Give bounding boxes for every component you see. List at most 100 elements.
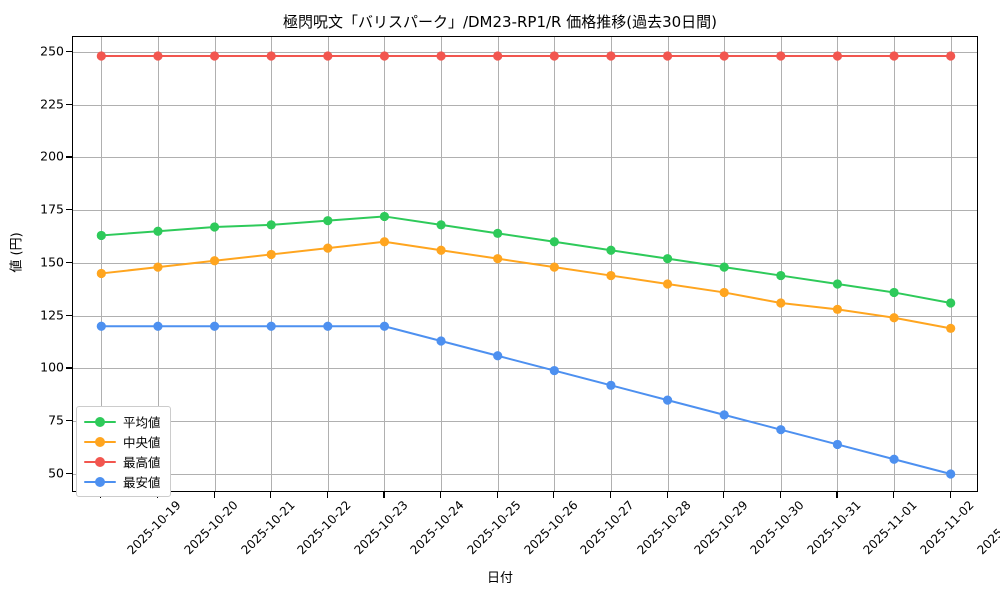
data-point-marker [209, 321, 220, 331]
x-axis-tick-label: 2025-10-22 [294, 498, 354, 558]
gridline-horizontal [73, 368, 977, 370]
y-axis-tick-marks [0, 36, 72, 492]
x-axis-tick-mark [496, 492, 498, 498]
data-point-marker [832, 51, 843, 61]
data-point-marker [153, 51, 163, 61]
y-axis-tick-mark [66, 50, 72, 52]
data-point-marker [436, 220, 446, 230]
data-point-marker [776, 270, 786, 281]
data-point-marker [946, 323, 956, 333]
gridline-vertical [894, 37, 896, 491]
gridline-horizontal [73, 104, 977, 106]
x-axis-tick-label: 2025-10-24 [407, 498, 468, 558]
x-axis-tick-mark [893, 492, 895, 498]
data-point-marker [719, 410, 729, 420]
legend-item-中央値: 中央値 [84, 432, 161, 451]
y-axis-tick-mark [66, 314, 72, 316]
legend-color-swatch [84, 476, 116, 488]
gridline-vertical [271, 37, 273, 491]
x-axis-tick-label: 2025-11-02 [917, 498, 977, 558]
x-axis-tick-mark [949, 492, 951, 498]
series-lines-layer [96, 51, 956, 479]
data-point-marker [549, 262, 559, 272]
gridline-vertical [667, 37, 669, 491]
x-axis-tick-label: 2025-10-28 [634, 498, 694, 558]
data-point-marker [719, 51, 729, 61]
gridline-vertical [384, 37, 386, 491]
data-point-marker [266, 51, 276, 61]
data-point-marker [323, 243, 333, 253]
data-point-marker [493, 228, 503, 238]
data-point-marker [379, 211, 390, 222]
gridline-vertical [950, 37, 952, 491]
gridline-horizontal [73, 157, 977, 159]
data-point-marker [776, 298, 786, 308]
x-axis-tick-mark [609, 492, 612, 498]
data-point-marker [323, 51, 333, 61]
data-point-marker [549, 365, 559, 376]
series-最安値 [96, 321, 956, 479]
gridline-horizontal [73, 51, 977, 53]
y-axis-tick-label: 125 [40, 307, 64, 323]
legend-item-平均値: 平均値 [84, 412, 161, 431]
series-最高値 [96, 51, 956, 61]
x-axis-tick-mark [666, 492, 668, 498]
y-axis-tick-mark [66, 261, 72, 264]
data-point-marker [96, 51, 106, 61]
data-point-marker [96, 268, 106, 279]
legend-item-label: 平均値 [123, 415, 161, 430]
legend-item-label: 最高値 [123, 455, 161, 470]
data-point-marker [606, 51, 616, 61]
x-axis-tick-label: 2025-10-21 [237, 498, 298, 558]
data-point-marker [662, 51, 673, 61]
legend-item-label: 最安値 [123, 475, 161, 490]
data-point-marker [379, 237, 390, 247]
x-axis-tick-label: 2025-11-03 [974, 498, 1000, 558]
data-point-marker [209, 222, 220, 232]
legend-item-最高値: 最高値 [84, 452, 161, 471]
y-axis-tick-label: 100 [40, 359, 64, 375]
data-point-marker [209, 256, 220, 266]
gridline-horizontal [73, 210, 977, 212]
data-point-marker [719, 287, 729, 298]
x-axis-tick-label: 2025-10-23 [351, 498, 411, 558]
y-axis-tick-mark [66, 367, 72, 369]
y-axis-tick-mark [66, 103, 72, 105]
data-point-marker [493, 351, 503, 361]
data-point-marker [266, 249, 276, 260]
data-point-marker [606, 270, 616, 281]
y-axis-tick-label: 200 [40, 148, 64, 164]
chart-title: 極閃呪文「バリスパーク」/DM23-RP1/R 価格推移(過去30日間) [282, 13, 718, 31]
gridline-vertical [441, 37, 443, 491]
y-axis-tick-label: 225 [40, 96, 64, 112]
legend-color-swatch [84, 416, 116, 428]
data-point-marker [96, 230, 106, 241]
data-point-marker [323, 216, 333, 226]
data-point-marker [662, 279, 673, 289]
data-point-marker [946, 51, 956, 61]
x-axis-tick-mark [779, 492, 781, 498]
data-point-marker [662, 395, 673, 405]
x-axis-tick-label: 2025-11-01 [860, 498, 921, 558]
gridline-horizontal [73, 421, 977, 423]
x-axis-tick-labels: 2025-10-19 2025-10-20 2025-10-21 2025-10-22… [72, 498, 1000, 568]
x-axis-tick-mark [326, 492, 328, 498]
x-axis-tick-mark [383, 492, 385, 498]
x-axis-tick-mark [553, 492, 555, 498]
legend-item-最安値: 最安値 [84, 472, 161, 491]
data-point-marker [153, 262, 163, 272]
data-point-marker [323, 321, 333, 331]
series-line [100, 325, 952, 475]
legend-item-label: 中央値 [123, 435, 161, 450]
legend-color-swatch [84, 456, 116, 468]
legend-color-swatch [84, 436, 116, 448]
data-point-marker [719, 262, 729, 272]
series-line [100, 215, 952, 304]
x-axis-tick-mark [723, 492, 725, 498]
x-axis-tick-mark [440, 492, 442, 498]
data-point-marker [832, 304, 843, 314]
data-point-marker [946, 469, 956, 479]
x-axis-tick-label: 2025-10-25 [464, 498, 524, 558]
data-point-marker [889, 287, 899, 298]
